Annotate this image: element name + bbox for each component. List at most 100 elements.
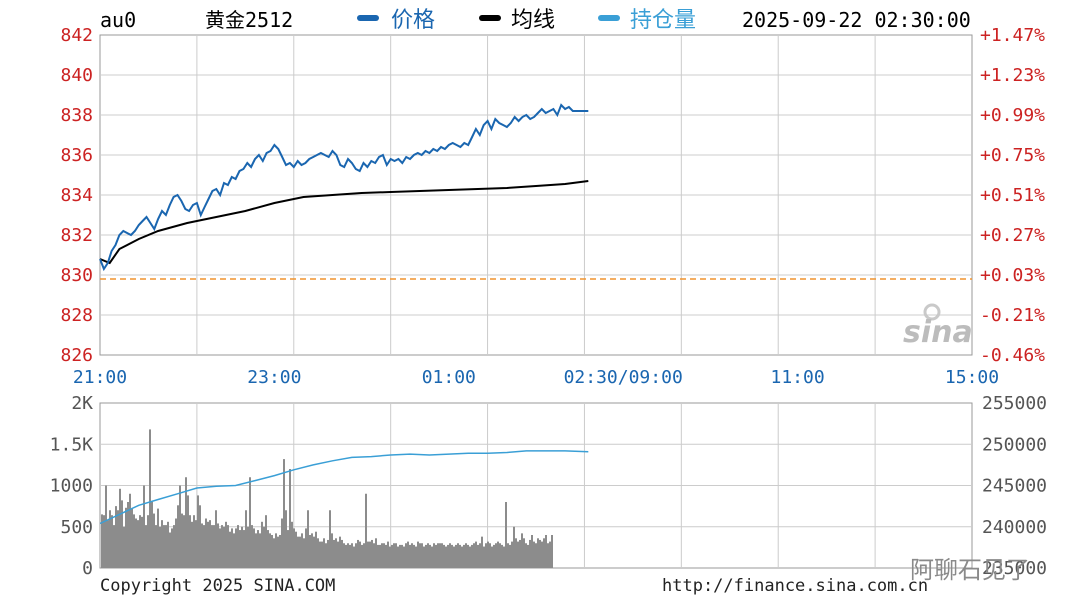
open-interest-tick-label: 240000 — [982, 517, 1047, 538]
volume-bar — [507, 543, 509, 568]
volume-bar — [483, 546, 485, 568]
volume-bar — [101, 514, 103, 568]
price-grid — [100, 35, 972, 355]
volume-bar — [539, 539, 541, 568]
volume-bar — [225, 521, 227, 568]
volume-bar — [433, 543, 435, 568]
volume-bar — [551, 535, 553, 568]
volume-bar — [457, 543, 459, 568]
volume-bar — [117, 510, 119, 568]
symbol-label: au0 — [100, 8, 136, 32]
volume-bar — [359, 541, 361, 568]
average-price-line — [99, 180, 589, 265]
volume-bar — [259, 533, 261, 568]
volume-bar — [255, 533, 257, 568]
volume-bar — [189, 515, 191, 568]
volume-bar — [377, 544, 379, 568]
volume-bar — [529, 539, 531, 568]
volume-bar — [311, 533, 313, 568]
volume-bar — [473, 543, 475, 568]
volume-bar — [245, 510, 247, 568]
volume-bar — [239, 530, 241, 568]
volume-bar — [479, 543, 481, 568]
volume-bar — [313, 536, 315, 568]
volume-grid — [100, 403, 972, 568]
volume-bar — [169, 532, 171, 568]
source-url[interactable]: http://finance.sina.com.cn — [662, 576, 928, 596]
volume-bar — [531, 535, 533, 568]
volume-bar — [417, 541, 419, 568]
volume-bar — [275, 533, 277, 568]
volume-bar — [263, 526, 265, 568]
volume-bar — [369, 541, 371, 568]
volume-bar — [411, 543, 413, 568]
volume-bar — [527, 544, 529, 568]
volume-bar — [319, 541, 321, 568]
volume-bar — [367, 541, 369, 568]
volume-bar — [431, 546, 433, 568]
percent-tick-label: +0.75% — [980, 145, 1045, 166]
percent-tick-label: -0.46% — [980, 345, 1045, 366]
volume-bar — [461, 546, 463, 568]
percent-tick-label: +0.99% — [980, 105, 1045, 126]
datetime-label: 2025-09-22 02:30:00 — [742, 8, 971, 32]
sina-logo-text: sina — [903, 315, 973, 350]
volume-bar — [257, 530, 259, 568]
percent-tick-label: +0.27% — [980, 225, 1045, 246]
time-tick-label: 21:00 — [73, 367, 127, 388]
volume-bar — [407, 541, 409, 568]
volume-bar — [165, 525, 167, 568]
volume-bar — [395, 543, 397, 568]
time-tick-label: 11:00 — [771, 367, 825, 388]
volume-bar — [489, 543, 491, 568]
volume-bar — [463, 544, 465, 568]
volume-bar — [341, 539, 343, 568]
price-tick-label: 832 — [60, 225, 93, 246]
volume-bar — [423, 546, 425, 568]
time-tick-label: 02:30/09:00 — [564, 367, 683, 388]
volume-bar — [155, 525, 157, 568]
percent-axis-labels: +1.47% +1.23% +0.99% +0.75% +0.51% +0.27% +0.0… — [980, 25, 1045, 366]
legend-price-label: 价格 — [391, 8, 435, 33]
volume-bar — [271, 535, 273, 568]
volume-bar — [253, 528, 255, 568]
volume-bar — [459, 544, 461, 568]
volume-bar — [413, 544, 415, 568]
time-axis-labels: 21:00 23:00 01:00 02:30/09:00 11:00 15:00 — [73, 367, 999, 388]
volume-bar — [363, 543, 365, 568]
volume-bar — [453, 546, 455, 568]
volume-bar — [521, 533, 523, 568]
volume-bar — [487, 541, 489, 568]
volume-bar — [497, 541, 499, 568]
volume-bar — [335, 538, 337, 568]
volume-bar — [485, 543, 487, 568]
volume-bar — [119, 488, 121, 568]
volume-bar — [237, 525, 239, 568]
volume-bar — [389, 546, 391, 568]
volume-tick-label: 1.5K — [50, 434, 94, 455]
volume-bar — [519, 539, 521, 568]
time-tick-label: 23:00 — [247, 367, 301, 388]
volume-bar — [163, 525, 165, 568]
legend-oi-icon — [598, 15, 620, 21]
volume-bar — [435, 544, 437, 568]
legend-avg-icon — [479, 15, 501, 21]
volume-bar — [355, 543, 357, 568]
volume-bar — [405, 543, 407, 568]
price-tick-label: 838 — [60, 105, 93, 126]
volume-bar — [177, 505, 179, 568]
volume-bar — [415, 546, 417, 568]
volume-bar — [347, 543, 349, 568]
volume-bar — [267, 530, 269, 568]
volume-bar — [213, 525, 215, 568]
volume-bar — [125, 507, 127, 568]
volume-bar — [219, 528, 221, 568]
volume-bar — [143, 485, 145, 568]
volume-bar — [249, 477, 251, 568]
volume-bar — [261, 521, 263, 568]
volume-bar — [371, 539, 373, 568]
volume-bar — [315, 531, 317, 568]
volume-bar — [383, 543, 385, 568]
volume-bar — [111, 515, 113, 568]
